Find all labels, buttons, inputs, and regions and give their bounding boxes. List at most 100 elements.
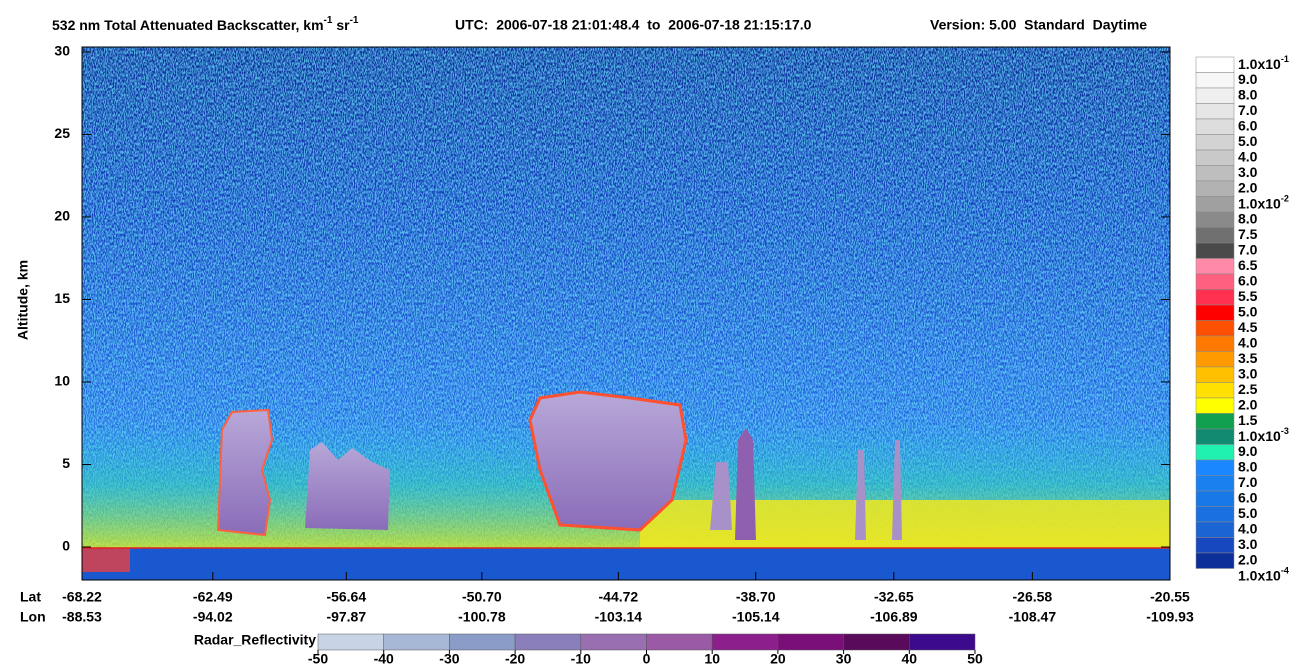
radar-scale-label: Radar_Reflectivity	[194, 632, 316, 648]
scale-label: 3.0	[1238, 536, 1258, 552]
radar-swatch	[646, 633, 713, 651]
lat-tick-label: -26.58	[1013, 589, 1053, 605]
scale-swatch	[1195, 320, 1235, 337]
scale-swatch	[1195, 103, 1235, 120]
scale-swatch	[1195, 165, 1235, 182]
lat-tick-label: -44.72	[599, 589, 639, 605]
radar-swatch	[514, 633, 582, 651]
scale-swatch	[1195, 335, 1235, 352]
scale-label: 6.0	[1238, 273, 1258, 289]
scale-label: 4.5	[1238, 319, 1258, 335]
lon-tick-label: -103.14	[595, 609, 643, 625]
radar-tick-label: -10	[571, 651, 591, 667]
lon-tick-label: -106.89	[870, 609, 918, 625]
radar-tick-label: -50	[308, 651, 328, 667]
plot-area	[81, 46, 1171, 581]
cloud	[305, 442, 390, 530]
scale-label-exponent: -3	[1281, 426, 1289, 436]
y-tick-label: 15	[54, 290, 70, 306]
lat-label: Lat	[20, 589, 41, 605]
scale-label-exponent: -2	[1281, 194, 1289, 204]
plot-frame	[81, 46, 1171, 581]
radar-tick-label: 50	[967, 651, 983, 667]
scale-swatch	[1195, 227, 1235, 244]
scale-label: 2.0	[1238, 180, 1258, 196]
scale-label: 3.0	[1238, 366, 1258, 382]
scale-label: 5.0	[1238, 505, 1258, 521]
scale-label: 5.5	[1238, 288, 1258, 304]
scale-label: 6.0	[1238, 118, 1258, 134]
scale-swatch	[1195, 552, 1235, 569]
scale-label: 2.5	[1238, 381, 1258, 397]
lat-tick-label: -50.70	[462, 589, 502, 605]
scale-label: 7.5	[1238, 226, 1258, 242]
scale-label: 4.0	[1238, 521, 1258, 537]
y-tick-label: 0	[62, 538, 70, 554]
scale-label: 7.0	[1238, 102, 1258, 118]
scale-swatch	[1195, 180, 1235, 197]
lat-tick-label: -38.70	[736, 589, 776, 605]
scale-label: 8.0	[1238, 211, 1258, 227]
scale-swatch	[1195, 118, 1235, 135]
scale-label: 3.5	[1238, 350, 1258, 366]
y-tick-label: 20	[54, 208, 70, 224]
radar-tick-label: 10	[704, 651, 720, 667]
scale-label: 7.0	[1238, 242, 1258, 258]
scale-label: 4.0	[1238, 335, 1258, 351]
lon-tick-label: -94.02	[193, 609, 233, 625]
scale-swatch	[1195, 521, 1235, 538]
scale-label: 8.0	[1238, 87, 1258, 103]
lon-tick-label: -88.53	[62, 609, 102, 625]
scale-swatch	[1195, 506, 1235, 523]
scale-label-base: 1.0x10	[1238, 428, 1281, 444]
scale-label: 9.0	[1238, 443, 1258, 459]
cloud	[892, 440, 902, 540]
scale-label-exponent: -1	[1281, 54, 1289, 64]
scale-label: 1.5	[1238, 412, 1258, 428]
y-tick-label: 10	[54, 373, 70, 389]
scale-label: 6.5	[1238, 257, 1258, 273]
radar-swatch	[909, 633, 976, 651]
radar-tick-label: -40	[374, 651, 394, 667]
cloud	[216, 408, 274, 537]
scale-swatch	[1195, 273, 1235, 290]
radar-tick-label: 0	[643, 651, 651, 667]
scale-swatch	[1195, 56, 1235, 73]
scale-swatch	[1195, 258, 1235, 275]
title-superscript: -1	[350, 15, 359, 26]
cloud	[710, 462, 732, 530]
utc-range: UTC: 2006-07-18 21:01:48.4 to 2006-07-18…	[455, 17, 812, 33]
scale-label: 3.0	[1238, 164, 1258, 180]
scale-label: 6.0	[1238, 490, 1258, 506]
cloud	[855, 450, 866, 540]
scale-swatch	[1195, 196, 1235, 213]
scale-swatch	[1195, 475, 1235, 492]
radar-swatch	[317, 633, 384, 651]
radar-swatch	[449, 633, 516, 651]
scale-swatch	[1195, 537, 1235, 554]
scale-label: 2.0	[1238, 552, 1258, 568]
scale-swatch	[1195, 351, 1235, 368]
cloud	[528, 390, 688, 532]
lat-tick-label: -32.65	[874, 589, 914, 605]
radar-tick-label: 40	[902, 651, 918, 667]
scale-swatch	[1195, 87, 1235, 104]
scale-label: 5.0	[1238, 133, 1258, 149]
scale-swatch	[1195, 490, 1235, 507]
lon-tick-label: -108.47	[1009, 609, 1057, 625]
lon-label: Lon	[20, 609, 46, 625]
radar-tick-label: -30	[439, 651, 459, 667]
scale-label: 9.0	[1238, 71, 1258, 87]
radar-swatch	[711, 633, 779, 651]
scale-swatch	[1195, 211, 1235, 228]
scale-swatch	[1195, 413, 1235, 430]
lat-tick-label: -68.22	[62, 589, 102, 605]
scale-label: 4.0	[1238, 149, 1258, 165]
lat-tick-label: -20.55	[1150, 589, 1190, 605]
y-tick-label: 30	[54, 43, 70, 59]
lat-tick-label: -56.64	[326, 589, 366, 605]
scale-label-base: 1.0x10	[1238, 56, 1281, 72]
scale-swatch	[1195, 72, 1235, 89]
